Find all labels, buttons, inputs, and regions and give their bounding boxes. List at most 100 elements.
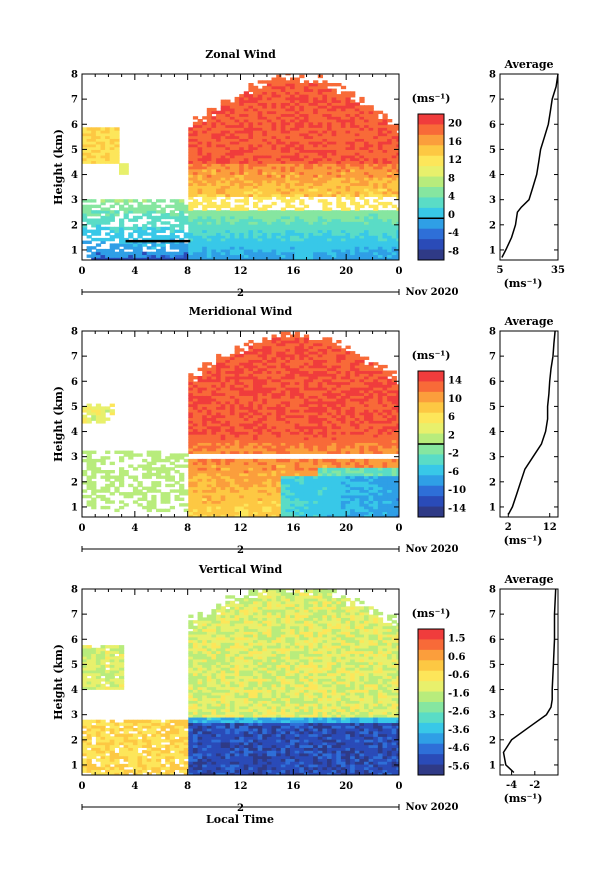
heatmap-cell xyxy=(239,116,245,120)
heatmap-cell xyxy=(206,124,213,128)
heatmap-cell xyxy=(248,224,254,228)
heatmap-cell xyxy=(290,116,296,120)
heatmap-cell xyxy=(290,91,296,95)
heatmap-cell xyxy=(86,135,92,139)
heatmap-cell xyxy=(285,235,291,239)
heatmap-cell xyxy=(188,497,194,501)
heatmap-cell xyxy=(290,174,296,178)
heatmap-cell xyxy=(82,240,88,244)
heatmap-cell xyxy=(197,447,203,452)
heatmap-cell xyxy=(179,226,185,231)
heatmap-cell xyxy=(280,166,287,170)
heatmap-cell xyxy=(220,130,226,134)
heatmap-cell xyxy=(202,500,208,504)
heatmap-cell xyxy=(345,135,351,139)
heatmap-cell xyxy=(313,243,319,247)
heatmap-cell xyxy=(229,364,236,369)
heatmap-cell xyxy=(234,149,240,153)
heatmap-cell xyxy=(211,226,217,231)
heatmap-cell xyxy=(327,171,333,175)
heatmap-cell xyxy=(243,188,250,192)
heatmap-cell xyxy=(253,511,259,515)
heatmap-cell xyxy=(290,367,296,372)
heatmap-cell xyxy=(114,157,120,162)
heatmap-cell xyxy=(280,224,287,228)
heatmap-cell xyxy=(387,235,393,239)
heatmap-cell xyxy=(276,240,282,244)
heatmap-cell xyxy=(336,132,342,137)
heatmap-cell xyxy=(345,149,351,153)
heatmap-cell xyxy=(290,483,296,488)
heatmap-cell xyxy=(192,434,199,438)
heatmap-cell xyxy=(248,497,254,501)
heatmap-cell xyxy=(257,503,263,507)
heatmap-cell xyxy=(294,331,300,336)
heatmap-cell xyxy=(225,481,231,485)
heatmap-cell xyxy=(354,132,361,137)
heatmap-cell xyxy=(174,497,180,501)
heatmap-cell xyxy=(322,248,328,253)
heatmap-cell xyxy=(225,373,231,377)
heatmap-cell xyxy=(109,226,115,231)
heatmap-cell xyxy=(359,135,365,139)
heatmap-cell xyxy=(271,154,277,159)
heatmap-cell xyxy=(280,102,287,106)
heatmap-cell xyxy=(225,240,231,244)
heatmap-cell xyxy=(299,436,305,441)
heatmap-cell xyxy=(336,168,342,173)
heatmap-cell xyxy=(243,185,250,189)
heatmap-cell xyxy=(285,345,291,349)
heatmap-cell xyxy=(368,174,374,178)
heatmap-cell xyxy=(253,381,259,385)
heatmap-cell xyxy=(211,130,217,134)
heatmap-cell xyxy=(290,204,296,209)
heatmap-cell xyxy=(109,235,115,239)
heatmap-cell xyxy=(239,420,245,424)
heatmap-cell xyxy=(202,188,208,192)
heatmap-cell xyxy=(290,224,296,228)
heatmap-cell xyxy=(229,135,236,139)
heatmap-cell xyxy=(299,475,305,479)
heatmap-cell xyxy=(156,483,162,488)
heatmap-cell xyxy=(114,226,120,231)
heatmap-cell xyxy=(183,204,189,209)
heatmap-cell xyxy=(197,378,203,383)
heatmap-cell xyxy=(95,218,102,222)
heatmap-cell xyxy=(285,204,291,209)
heatmap-cell xyxy=(271,138,277,142)
heatmap-cell xyxy=(91,218,97,222)
heatmap-cell xyxy=(220,177,226,181)
heatmap-cell xyxy=(160,251,166,256)
colorbar-band xyxy=(418,228,444,240)
heatmap-cell xyxy=(239,182,245,186)
heatmap-cell xyxy=(340,171,347,175)
heatmap-cell xyxy=(290,96,296,101)
heatmap-cell xyxy=(225,235,231,239)
heatmap-cell xyxy=(192,248,199,253)
heatmap-cell xyxy=(303,226,310,231)
heatmap-cell xyxy=(192,185,199,189)
heatmap-cell xyxy=(359,235,365,239)
heatmap-cell xyxy=(142,224,148,228)
heatmap-cell xyxy=(248,210,254,214)
heatmap-cell xyxy=(276,505,282,510)
heatmap-cell xyxy=(119,171,125,175)
heatmap-cell xyxy=(294,154,300,159)
heatmap-cell xyxy=(299,110,305,115)
heatmap-cell xyxy=(285,201,291,206)
heatmap-cell xyxy=(100,138,106,142)
heatmap-cell xyxy=(160,492,166,496)
heatmap-cell xyxy=(303,251,310,256)
heatmap-cell xyxy=(248,88,254,92)
heatmap-cell xyxy=(169,453,176,457)
heatmap-cell xyxy=(294,132,300,137)
heatmap-cell xyxy=(285,160,291,164)
heatmap-cell xyxy=(257,362,263,366)
heatmap-cell xyxy=(234,373,240,377)
heatmap-cell xyxy=(299,149,305,153)
heatmap-cell xyxy=(234,135,240,139)
heatmap-cell xyxy=(243,434,250,438)
heatmap-cell xyxy=(276,146,282,150)
heatmap-cell xyxy=(317,94,324,98)
heatmap-cell xyxy=(262,356,268,360)
